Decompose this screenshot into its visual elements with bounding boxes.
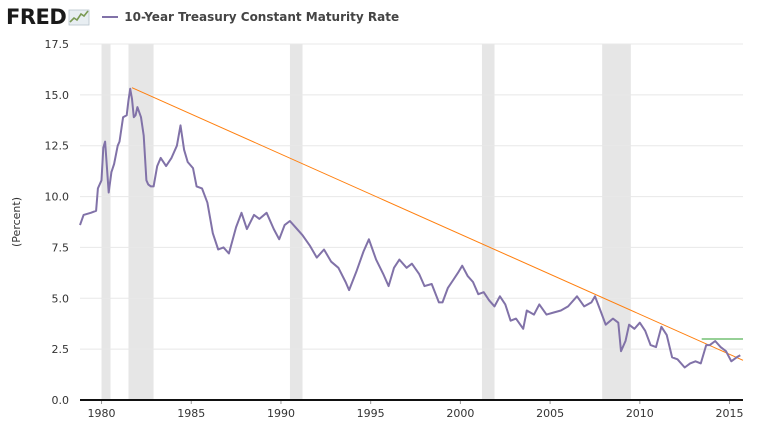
x-tick-label: 1995 xyxy=(357,407,385,420)
recession-band-3 xyxy=(481,44,495,400)
y-tick-label: 7.5 xyxy=(52,241,70,254)
chart-header: FRED 10-Year Treasury Constant Maturity … xyxy=(6,4,399,30)
y-tick-label: 17.5 xyxy=(45,38,70,51)
x-tick-label: 2015 xyxy=(716,407,744,420)
x-tick-label: 2005 xyxy=(536,407,564,420)
x-tick-label: 1990 xyxy=(267,407,295,420)
y-tick-label: 10.0 xyxy=(45,191,70,204)
x-tick-label: 2000 xyxy=(446,407,474,420)
legend: 10-Year Treasury Constant Maturity Rate xyxy=(102,10,399,24)
legend-swatch xyxy=(102,16,119,18)
x-tick-label: 1980 xyxy=(88,407,116,420)
y-tick-label: 15.0 xyxy=(45,89,70,102)
chart-line-icon xyxy=(68,9,90,26)
series-line-treasury-rate xyxy=(79,87,741,369)
gridlines xyxy=(80,43,743,401)
trend-line xyxy=(131,87,744,361)
recession-band-0 xyxy=(101,44,111,400)
y-tick-label: 2.5 xyxy=(52,343,70,356)
y-tick-label: 12.5 xyxy=(45,140,70,153)
recession-band-2 xyxy=(289,44,303,400)
recession-bands xyxy=(101,44,631,400)
y-axis-label: (Percent) xyxy=(10,197,23,247)
axes: 0.0 2.5 5.0 7.5 10.0 12.5 15.0 17.5 1980 1985 1990… xyxy=(45,38,744,420)
recession-band-4 xyxy=(602,44,631,400)
legend-label[interactable]: 10-Year Treasury Constant Maturity Rate xyxy=(124,10,400,24)
x-tick-label: 1985 xyxy=(177,407,205,420)
y-tick-label: 5.0 xyxy=(52,292,70,305)
y-tick-label: 0.0 xyxy=(52,394,70,407)
fred-logo[interactable]: FRED xyxy=(6,5,67,29)
x-tick-label: 2010 xyxy=(626,407,654,420)
series-lines xyxy=(79,87,744,369)
